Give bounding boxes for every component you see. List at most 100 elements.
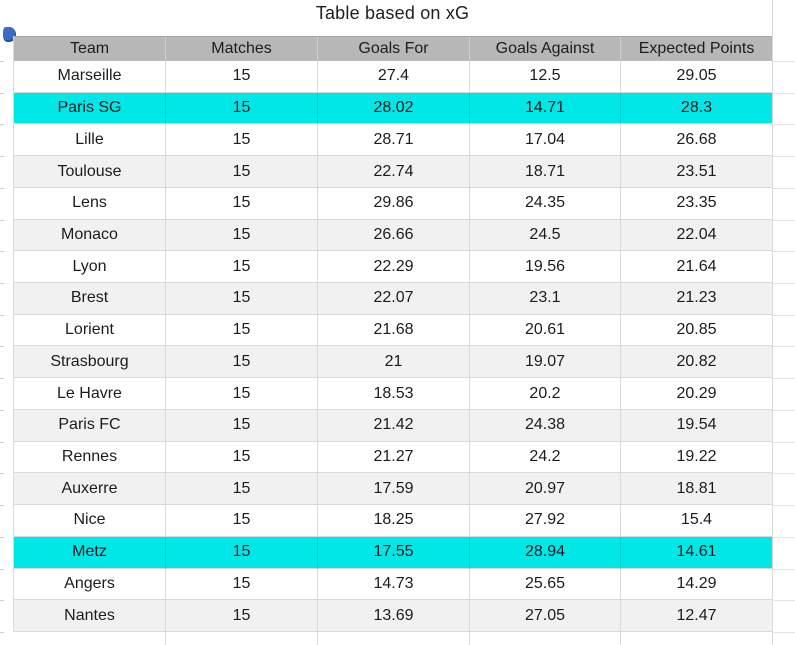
cell-goals_against[interactable]: 17.04 bbox=[470, 124, 621, 157]
cell-matches[interactable]: 15 bbox=[166, 219, 318, 252]
cell-team[interactable]: Lille bbox=[14, 124, 166, 157]
cell-matches[interactable]: 15 bbox=[166, 283, 318, 315]
column-header-matches[interactable]: Matches bbox=[166, 37, 318, 61]
column-header-goals_for[interactable]: Goals For bbox=[318, 37, 470, 61]
cell-team[interactable]: Nantes bbox=[14, 600, 166, 632]
cell-goals_for[interactable]: 28.71 bbox=[318, 124, 470, 157]
cell-goals_for[interactable]: 17.59 bbox=[318, 473, 470, 506]
cell-team[interactable]: Nice bbox=[14, 505, 166, 537]
cell-goals_for[interactable]: 27.4 bbox=[318, 61, 470, 93]
cell-expected_points[interactable]: 14.29 bbox=[621, 568, 773, 601]
cell-team[interactable]: Rennes bbox=[14, 441, 166, 474]
cell-goals_for[interactable]: 26.66 bbox=[318, 219, 470, 252]
cell-team[interactable]: Metz bbox=[14, 536, 166, 569]
cell-expected_points[interactable]: 20.85 bbox=[621, 314, 773, 347]
cell-goals_for[interactable]: 28.02 bbox=[318, 92, 470, 125]
cell-team[interactable]: Lyon bbox=[14, 251, 166, 284]
cell-team[interactable]: Angers bbox=[14, 568, 166, 601]
cell-matches[interactable]: 15 bbox=[166, 568, 318, 601]
cell-team[interactable]: Monaco bbox=[14, 219, 166, 252]
cell-matches[interactable]: 15 bbox=[166, 473, 318, 506]
cell-expected_points[interactable]: 21.64 bbox=[621, 251, 773, 284]
cell-goals_against[interactable]: 27.05 bbox=[470, 600, 621, 632]
gridline-stub-right bbox=[773, 378, 795, 379]
cell-matches[interactable]: 15 bbox=[166, 251, 318, 284]
cell-team[interactable]: Le Havre bbox=[14, 378, 166, 410]
cell-goals_against[interactable]: 24.35 bbox=[470, 187, 621, 220]
cell-expected_points[interactable]: 22.04 bbox=[621, 219, 773, 252]
cell-expected_points[interactable]: 28.3 bbox=[621, 92, 773, 125]
cell-goals_for[interactable]: 17.55 bbox=[318, 536, 470, 569]
cell-team[interactable]: Toulouse bbox=[14, 156, 166, 188]
table-row-brest: Brest 15 22.07 23.1 21.23 bbox=[14, 283, 773, 315]
cell-matches[interactable]: 15 bbox=[166, 600, 318, 632]
cell-team[interactable]: Strasbourg bbox=[14, 346, 166, 379]
cell-goals_against[interactable]: 23.1 bbox=[470, 283, 621, 315]
cell-team[interactable]: Lorient bbox=[14, 314, 166, 347]
cell-goals_against[interactable]: 20.97 bbox=[470, 473, 621, 506]
cell-goals_for[interactable]: 29.86 bbox=[318, 187, 470, 220]
cell-matches[interactable]: 15 bbox=[166, 61, 318, 93]
cell-goals_for[interactable]: 22.07 bbox=[318, 283, 470, 315]
cell-goals_against[interactable]: 19.07 bbox=[470, 346, 621, 379]
cell-expected_points[interactable]: 23.51 bbox=[621, 156, 773, 188]
cell-goals_against[interactable]: 20.2 bbox=[470, 378, 621, 410]
cell-team[interactable]: Paris FC bbox=[14, 409, 166, 442]
cell-team[interactable]: Paris SG bbox=[14, 92, 166, 125]
cell-goals_against[interactable]: 18.71 bbox=[470, 156, 621, 188]
cell-goals_against[interactable]: 24.2 bbox=[470, 441, 621, 474]
cell-matches[interactable]: 15 bbox=[166, 505, 318, 537]
cell-goals_for[interactable]: 22.74 bbox=[318, 156, 470, 188]
cell-goals_for[interactable]: 18.53 bbox=[318, 378, 470, 410]
cell-expected_points[interactable]: 18.81 bbox=[621, 473, 773, 506]
cell-goals_for[interactable]: 22.29 bbox=[318, 251, 470, 284]
cell-goals_for[interactable]: 13.69 bbox=[318, 600, 470, 632]
cell-goals_against[interactable]: 24.38 bbox=[470, 409, 621, 442]
cell-matches[interactable]: 15 bbox=[166, 536, 318, 569]
gridline-stub-left bbox=[0, 61, 4, 62]
cell-matches[interactable]: 15 bbox=[166, 314, 318, 347]
column-header-goals_against[interactable]: Goals Against bbox=[470, 37, 621, 61]
cell-matches[interactable]: 15 bbox=[166, 409, 318, 442]
cell-goals_against[interactable]: 28.94 bbox=[470, 536, 621, 569]
cell-matches[interactable]: 15 bbox=[166, 92, 318, 125]
cell-expected_points[interactable]: 12.47 bbox=[621, 600, 773, 632]
cell-expected_points[interactable]: 29.05 bbox=[621, 61, 773, 93]
cell-goals_for[interactable]: 21.68 bbox=[318, 314, 470, 347]
cell-expected_points[interactable]: 14.61 bbox=[621, 536, 773, 569]
cell-matches[interactable]: 15 bbox=[166, 346, 318, 379]
cell-expected_points[interactable]: 15.4 bbox=[621, 505, 773, 537]
column-header-expected_points[interactable]: Expected Points bbox=[621, 37, 773, 61]
cell-goals_for[interactable]: 21.27 bbox=[318, 441, 470, 474]
cell-team[interactable]: Lens bbox=[14, 187, 166, 220]
cell-expected_points[interactable]: 20.29 bbox=[621, 378, 773, 410]
cell-goals_against[interactable]: 14.71 bbox=[470, 92, 621, 125]
cell-goals_against[interactable]: 25.65 bbox=[470, 568, 621, 601]
cell-matches[interactable]: 15 bbox=[166, 124, 318, 157]
cell-matches[interactable]: 15 bbox=[166, 187, 318, 220]
cell-team[interactable]: Brest bbox=[14, 283, 166, 315]
cell-goals_against[interactable]: 24.5 bbox=[470, 219, 621, 252]
cell-expected_points[interactable]: 23.35 bbox=[621, 187, 773, 220]
cell-goals_for[interactable]: 14.73 bbox=[318, 568, 470, 601]
cell-goals_for[interactable]: 18.25 bbox=[318, 505, 470, 537]
cell-goals_against[interactable]: 12.5 bbox=[470, 61, 621, 93]
cell-expected_points[interactable]: 19.22 bbox=[621, 441, 773, 474]
cell-matches[interactable]: 15 bbox=[166, 156, 318, 188]
cell-goals_for[interactable]: 21.42 bbox=[318, 409, 470, 442]
cell-goals_against[interactable]: 19.56 bbox=[470, 251, 621, 284]
cell-expected_points[interactable]: 26.68 bbox=[621, 124, 773, 157]
cell-goals_for[interactable]: 21 bbox=[318, 346, 470, 379]
gridline-stub-right bbox=[773, 251, 795, 252]
cell-team[interactable]: Marseille bbox=[14, 61, 166, 93]
cell-expected_points[interactable]: 21.23 bbox=[621, 283, 773, 315]
gridline-stub-bottom bbox=[620, 632, 621, 645]
cell-goals_against[interactable]: 20.61 bbox=[470, 314, 621, 347]
cell-goals_against[interactable]: 27.92 bbox=[470, 505, 621, 537]
cell-expected_points[interactable]: 19.54 bbox=[621, 409, 773, 442]
column-header-team[interactable]: Team bbox=[14, 37, 166, 61]
cell-matches[interactable]: 15 bbox=[166, 441, 318, 474]
cell-team[interactable]: Auxerre bbox=[14, 473, 166, 506]
cell-expected_points[interactable]: 20.82 bbox=[621, 346, 773, 379]
cell-matches[interactable]: 15 bbox=[166, 378, 318, 410]
